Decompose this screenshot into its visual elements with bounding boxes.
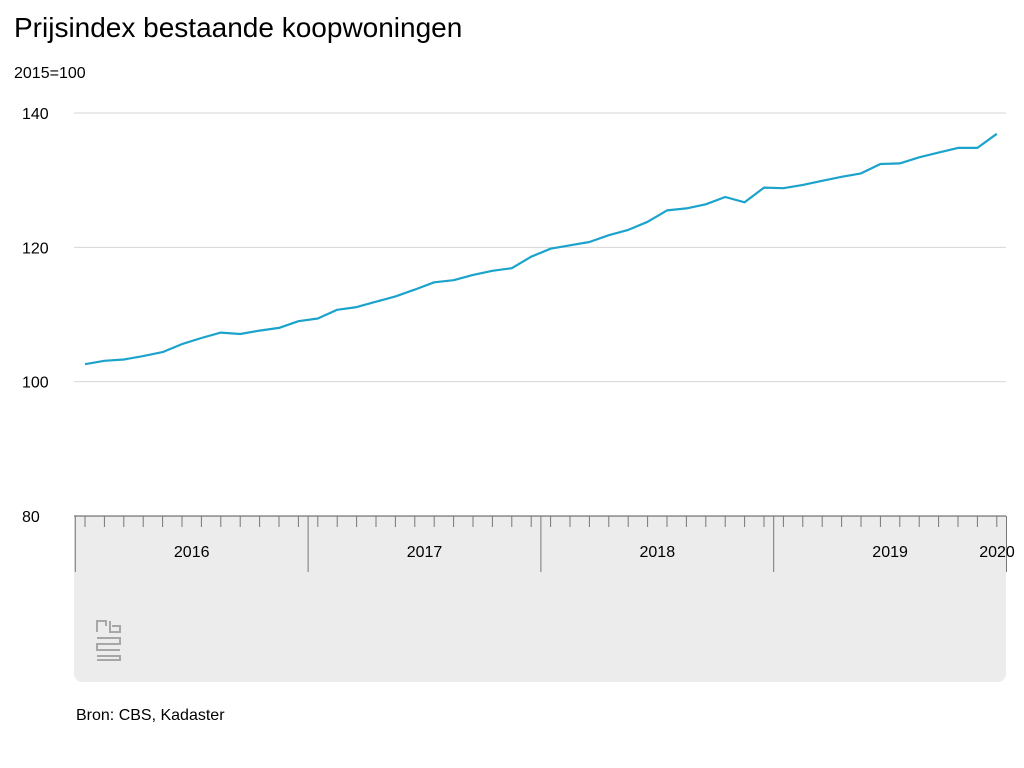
series-line: [84, 132, 998, 366]
x-axis-ticks: 2016 2017 2018 2019 2020: [74, 516, 1015, 572]
x-axis-background: [74, 516, 1006, 682]
y-axis-unit-label: 2015=100: [14, 65, 86, 82]
y-tick-label: 120: [22, 240, 49, 257]
x-year-label: 2017: [407, 544, 443, 561]
y-tick-label: 80: [22, 509, 40, 526]
cbs-logo: [96, 620, 121, 661]
chart-title: Prijsindex bestaande koopwoningen: [14, 12, 463, 43]
source-note: Bron: CBS, Kadaster: [76, 707, 225, 724]
x-year-label: 2019: [872, 544, 908, 561]
x-year-label: 2018: [640, 544, 676, 561]
line-chart: 80 100 120 140 2016 2017 2018 2019 2020: [22, 106, 1015, 682]
y-tick-label: 140: [22, 106, 49, 123]
y-tick-label: 100: [22, 375, 49, 392]
x-year-label: 2016: [174, 544, 210, 561]
gridlines: [74, 112, 1006, 383]
series-layer: [84, 132, 998, 366]
y-axis-ticks: 80 100 120 140: [22, 106, 49, 526]
x-year-label: 2020: [979, 544, 1015, 561]
